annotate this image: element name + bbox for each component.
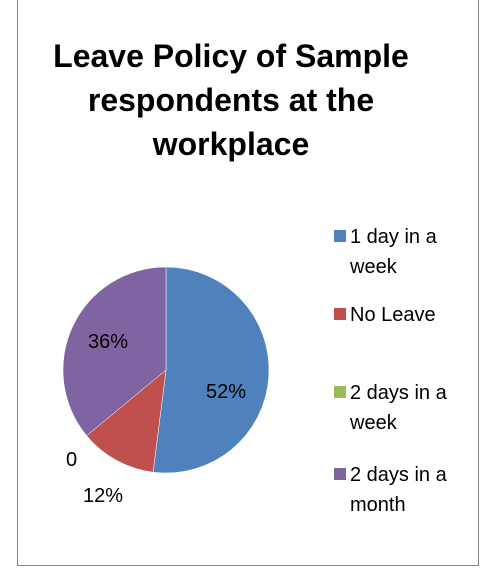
legend-swatch-1-day-in-a-week (334, 230, 346, 242)
legend-swatch-2-days-in-a-week (334, 386, 346, 398)
data-label-2-days-in-a-week: 0 (66, 449, 78, 471)
legend-swatch-no-leave (334, 308, 346, 320)
legend-label-2-days-in-a-month: 2 days in a month (350, 464, 447, 516)
chart-frame (17, 0, 479, 566)
chart-title: Leave Policy of Sample respondents at th… (0, 34, 462, 166)
pie-slice-2-days-in-a-month (62, 266, 167, 437)
pie-slices (62, 266, 270, 474)
chart-title-line-2: respondents at the (87, 82, 375, 118)
chart-title-line-3: workplace (152, 126, 310, 162)
data-label-2-days-in-a-month: 36% (88, 331, 129, 353)
pie-slice-1-day-in-a-week (152, 266, 270, 474)
data-label-1-day-in-a-week: 52% (206, 381, 247, 403)
legend-label-1-day-in-a-week: 1 day in a week (350, 226, 437, 278)
chart-title-line-1: Leave Policy of Sample (53, 38, 409, 74)
legend-label-2-days-in-a-week: 2 days in a week (350, 382, 447, 434)
legend-label-no-leave: No Leave (350, 304, 436, 326)
pie-slice-no-leave (86, 369, 167, 473)
data-label-no-leave: 12% (83, 485, 124, 507)
legend-swatch-2-days-in-a-month (334, 468, 346, 480)
